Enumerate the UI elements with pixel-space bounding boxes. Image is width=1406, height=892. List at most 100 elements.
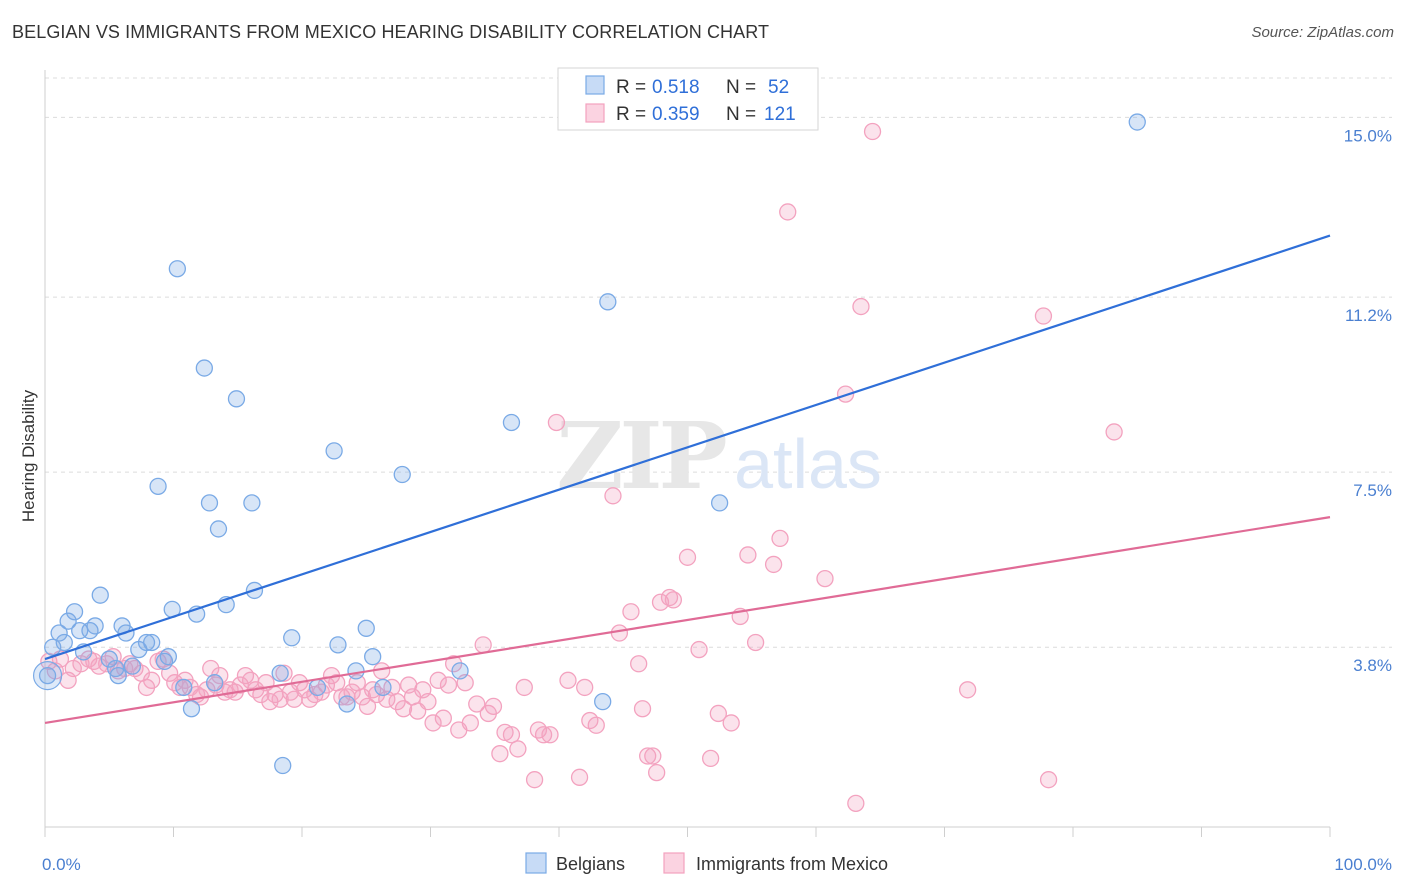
- point-1-87: [509, 740, 527, 758]
- y-tick-label-2: 11.2%: [1345, 306, 1392, 325]
- watermark-atlas: atlas: [734, 425, 882, 503]
- point-1-34: [231, 676, 249, 694]
- point-1-98: [587, 716, 605, 734]
- y-axis-label: Hearing Disability: [19, 389, 38, 522]
- point-0-34: [243, 494, 261, 512]
- legend-swatch-mexico: [663, 852, 685, 874]
- point-0-11: [100, 650, 118, 668]
- point-0-50: [594, 692, 612, 711]
- stats-swatch-mexico: [585, 103, 605, 123]
- chart-source: Source: ZipAtlas.com: [1251, 24, 1394, 41]
- point-0-37: [274, 756, 292, 775]
- trend-line-0: [44, 234, 1331, 661]
- point-1-116: [739, 546, 757, 564]
- point-0-4: [59, 612, 77, 630]
- point-0-33: [227, 390, 246, 408]
- point-1-127: [1034, 307, 1053, 325]
- point-1-104: [639, 747, 657, 765]
- point-0-44: [357, 619, 375, 637]
- point-1-92: [541, 726, 559, 744]
- point-1-94: [559, 671, 577, 689]
- point-0-45: [364, 648, 382, 666]
- legend-label-belgians: Belgians: [556, 854, 625, 874]
- series-points: [32, 113, 1146, 812]
- point-1-59: [358, 697, 377, 716]
- point-0-46: [374, 678, 392, 697]
- stats-n-value-1: 121: [764, 104, 796, 125]
- point-1-74: [434, 709, 453, 727]
- point-1-111: [690, 640, 708, 659]
- point-1-91: [534, 726, 553, 744]
- watermark-zip: ZIP: [556, 402, 725, 510]
- point-0-13: [109, 666, 127, 685]
- point-1-72: [424, 714, 442, 732]
- point-1-118: [764, 555, 783, 574]
- chart-title: BELGIAN VS IMMIGRANTS FROM MEXICO HEARIN…: [12, 22, 770, 42]
- point-0-24: [168, 260, 187, 278]
- point-1-119: [771, 529, 789, 548]
- point-0-43: [347, 662, 365, 680]
- point-0-9: [86, 617, 104, 635]
- point-1-61: [367, 685, 386, 704]
- watermark: ZIP atlas: [556, 402, 882, 510]
- x-tick-min: 0.0%: [42, 855, 81, 874]
- series-1-points: [40, 122, 1123, 812]
- stats-r-label-0: R =: [616, 77, 646, 98]
- point-0-49: [502, 413, 521, 432]
- point-0-53: [1128, 113, 1146, 131]
- point-0-8: [81, 622, 99, 640]
- point-0-25: [175, 678, 193, 697]
- stats-n-label-0: N =: [726, 77, 756, 98]
- point-1-89: [525, 771, 544, 789]
- stats-swatch-belgians: [585, 75, 605, 95]
- point-1-80: [468, 695, 486, 713]
- point-1-66: [394, 700, 413, 718]
- point-0-39: [308, 678, 327, 697]
- point-0-3: [55, 633, 73, 652]
- stats-r-value-0: 0.518: [652, 77, 700, 98]
- point-0-42: [338, 695, 356, 713]
- point-1-95: [570, 768, 589, 786]
- point-1-117: [746, 633, 765, 652]
- point-0-52: [710, 494, 729, 512]
- trend-line-1: [44, 516, 1331, 724]
- point-1-103: [633, 700, 652, 718]
- point-0-30: [205, 674, 224, 692]
- point-0-38: [283, 629, 301, 647]
- point-1-125: [863, 122, 882, 141]
- point-1-17: [143, 671, 161, 689]
- point-0-19: [143, 633, 161, 652]
- point-1-129: [1105, 423, 1123, 441]
- point-1-107: [651, 593, 670, 611]
- point-1-106: [648, 763, 666, 782]
- point-1-113: [709, 704, 727, 723]
- point-1-84: [491, 745, 509, 763]
- point-1-105: [644, 747, 662, 765]
- x-tick-max: 100.0%: [1334, 855, 1392, 874]
- point-1-121: [816, 569, 834, 588]
- grid-lines: [45, 77, 1392, 648]
- y-tick-label-1: 7.5%: [1353, 481, 1392, 500]
- point-1-28: [202, 659, 220, 678]
- point-0-31: [209, 520, 228, 538]
- point-0-5: [65, 603, 84, 621]
- point-0-51: [599, 293, 617, 311]
- point-0-28: [195, 359, 213, 377]
- point-1-93: [547, 413, 566, 432]
- point-1-65: [388, 692, 406, 711]
- point-1-112: [701, 749, 720, 768]
- point-0-18: [137, 633, 156, 652]
- point-1-75: [439, 676, 458, 694]
- y-tick-label-3: 15.0%: [1344, 126, 1392, 145]
- point-0-22: [159, 648, 178, 666]
- trend-lines: [44, 234, 1331, 724]
- point-0-26: [182, 700, 201, 718]
- y-tick-labels: 3.8% 7.5% 11.2% 15.0%: [1344, 126, 1392, 675]
- point-1-102: [630, 655, 648, 673]
- stats-legend: R = 0.518 N = 52 R = 0.359 N = 121: [557, 67, 819, 131]
- point-1-76: [444, 655, 463, 673]
- point-1-79: [461, 714, 479, 732]
- point-0-47: [393, 465, 411, 484]
- point-1-128: [1039, 771, 1058, 789]
- stats-r-value-1: 0.359: [652, 104, 700, 125]
